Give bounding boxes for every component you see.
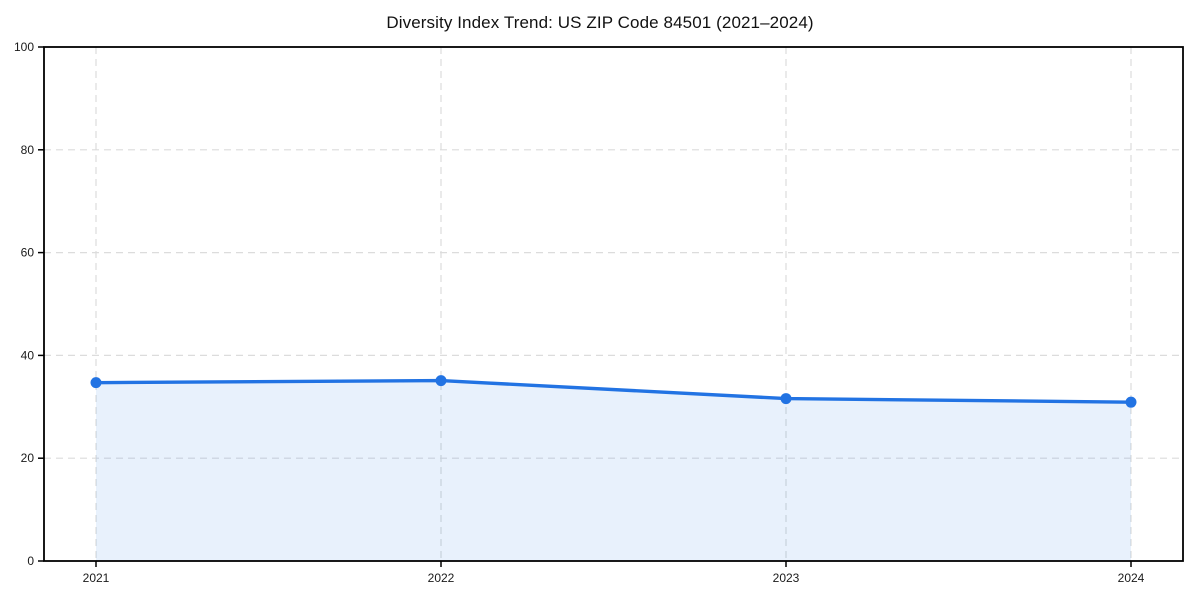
data-point-marker (780, 393, 792, 405)
y-tick-label: 60 (21, 246, 35, 260)
chart-title: Diversity Index Trend: US ZIP Code 84501… (386, 13, 814, 32)
trend-line (94, 378, 1133, 404)
y-tick-label: 0 (27, 554, 34, 568)
x-tick-label: 2022 (428, 571, 455, 585)
y-tick-label: 20 (21, 451, 35, 465)
x-tick-label: 2023 (773, 571, 800, 585)
data-point-marker (435, 375, 447, 387)
x-tick-label: 2024 (1118, 571, 1145, 585)
data-point-marker (90, 377, 102, 389)
axes-spines (43, 46, 1184, 562)
x-tick-label: 2021 (83, 571, 110, 585)
y-tick-label: 80 (21, 143, 35, 157)
y-tick-label: 100 (14, 40, 34, 54)
y-tick-label: 40 (21, 348, 35, 362)
data-point-marker (1125, 396, 1137, 408)
area-fill (96, 380, 1131, 561)
